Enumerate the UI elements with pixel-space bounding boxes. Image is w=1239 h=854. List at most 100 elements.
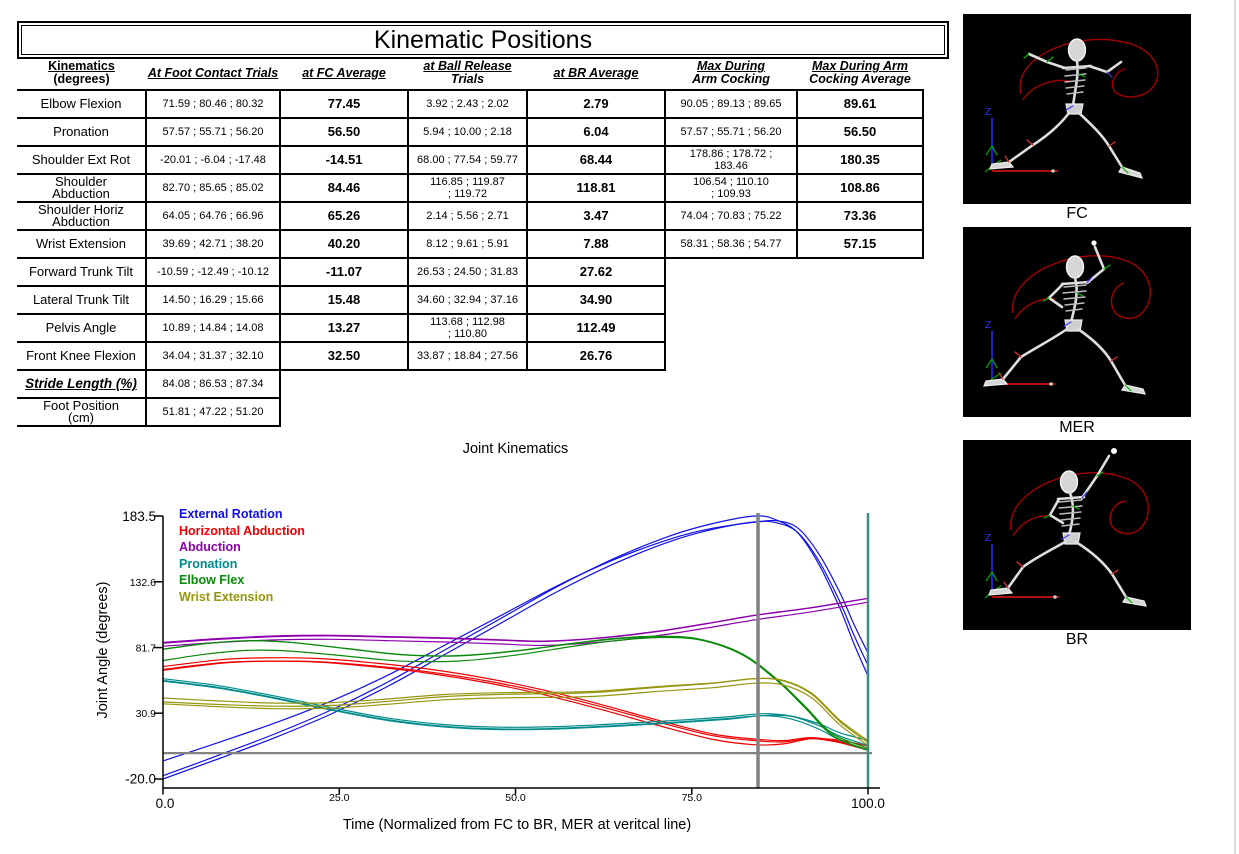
fc-trials-cell: 51.81 ; 47.22 ; 51.20 — [145, 397, 281, 427]
coordinate-axes-icon: Z — [984, 533, 1059, 599]
table-row: Stride Length (%) 84.08 ; 86.53 ; 87.34 — [17, 369, 923, 399]
row-label: Wrist Extension — [17, 229, 147, 259]
x-tick-label: 0.0 — [156, 796, 175, 811]
curve-elbow-flex-trial-3 — [162, 635, 869, 752]
br-trials-cell — [408, 370, 527, 398]
skeleton-figure — [989, 38, 1143, 179]
table-row: Pelvis Angle 10.89 ; 14.84 ; 14.08 13.27 11… — [17, 313, 923, 343]
chart-legend: External Rotation Horizontal Abduction Abd… — [179, 506, 305, 605]
row-label: Pronation — [17, 117, 147, 147]
curve-pronation-trial-2 — [162, 680, 869, 741]
row-label: Lateral Trunk Tilt — [17, 285, 147, 315]
legend-item-abduction: Abduction — [179, 540, 241, 554]
table-title: Kinematic Positions — [21, 25, 945, 55]
column-header-4: at BR Average — [553, 65, 639, 80]
y-tick-label: 81.7 — [136, 643, 157, 655]
ball-trajectory-path — [1010, 471, 1149, 537]
table-row: Pronation 57.57 ; 55.71 ; 56.20 56.50 5.94 … — [17, 117, 924, 147]
max-arm-cocking-trials-cell — [665, 370, 797, 398]
br-trials-cell: 3.92 ; 2.43 ; 2.02 — [407, 89, 528, 119]
legend-item-horizontal-abduction: Horizontal Abduction — [179, 523, 305, 538]
br-average-cell: 6.04 — [526, 117, 666, 147]
row-label: Front Knee Flexion — [17, 341, 147, 371]
fc-trials-cell: 14.50 ; 16.29 ; 15.66 — [145, 285, 281, 315]
y-axis-title: Joint Angle (degrees) — [95, 581, 111, 718]
y-tick-label: -20.0 — [125, 772, 156, 787]
max-arm-cocking-average-cell — [797, 314, 923, 342]
fc-trials-cell: 82.70 ; 85.65 ; 85.02 — [145, 173, 281, 203]
max-arm-cocking-trials-cell — [665, 314, 797, 342]
table-row: Forward Trunk Tilt -10.59 ; -12.49 ; -10.… — [17, 257, 923, 287]
row-label: Shoulder Horiz Abduction — [17, 201, 147, 231]
max-arm-cocking-trials-cell: 178.86 ; 178.72 ; 183.46 — [664, 145, 798, 175]
fc-average-cell: -14.51 — [279, 145, 409, 175]
table-title-box: Kinematic Positions — [17, 21, 949, 59]
fc-average-cell: 77.45 — [279, 89, 409, 119]
legend-item-elbow-flex: Elbow Flex — [179, 573, 245, 587]
curve-pronation-trial-1 — [162, 678, 869, 747]
row-label: Foot Position (cm) — [17, 397, 147, 427]
br-average-cell: 34.90 — [526, 285, 666, 315]
x-tick-label: 25.0 — [329, 792, 350, 804]
fc-average-cell: 32.50 — [279, 341, 409, 371]
page-right-edge — [1234, 0, 1236, 854]
row-label: Pelvis Angle — [17, 313, 147, 343]
table-row: Front Knee Flexion 34.04 ; 31.37 ; 32.10 3… — [17, 341, 923, 371]
max-arm-cocking-average-cell — [797, 342, 923, 370]
br-trials-cell — [408, 398, 527, 426]
max-arm-cocking-trials-cell: 57.57 ; 55.71 ; 56.20 — [664, 117, 798, 147]
br-trials-cell: 8.12 ; 9.61 ; 5.91 — [407, 229, 528, 259]
row-label: Shoulder Ext Rot — [17, 145, 147, 175]
fc-pose-image: Z — [963, 14, 1191, 204]
max-arm-cocking-trials-cell: 58.31 ; 58.36 ; 54.77 — [664, 229, 798, 259]
table-row: Elbow Flexion 71.59 ; 80.46 ; 80.32 77.45 3… — [17, 89, 924, 119]
br-trials-cell: 116.85 ; 119.87 ; 119.72 — [407, 173, 528, 203]
y-tick-label: 132.6 — [130, 577, 156, 589]
column-header-6: Max During Arm Cocking Average — [809, 59, 911, 86]
svg-text:Z: Z — [985, 320, 991, 331]
fc-trials-cell: 71.59 ; 80.46 ; 80.32 — [145, 89, 281, 119]
chart-curves — [162, 515, 869, 780]
br-average-cell: 27.62 — [526, 257, 666, 287]
fc-average-cell: 56.50 — [279, 117, 409, 147]
mer-label: MER — [1059, 419, 1095, 436]
fc-label: FC — [1066, 205, 1088, 222]
br-average-cell: 2.79 — [526, 89, 666, 119]
curve-external-rotation-trial-1 — [162, 520, 869, 780]
ball-trajectory-path — [1019, 38, 1159, 101]
br-average-cell: 3.47 — [526, 201, 666, 231]
skeleton-figure — [983, 240, 1146, 395]
fc-average-cell: 40.20 — [279, 229, 409, 259]
fc-trials-cell: 84.08 ; 86.53 ; 87.34 — [145, 369, 281, 399]
fc-trials-cell: -20.01 ; -6.04 ; -17.48 — [145, 145, 281, 175]
x-tick-label: 50.0 — [505, 792, 526, 804]
max-arm-cocking-trials-cell: 90.05 ; 89.13 ; 89.65 — [664, 89, 798, 119]
chart-tick-labels: 183.5 132.6 81.7 30.9 -20.0 0.0 25.0 50.… — [95, 509, 885, 833]
fc-average-cell: 15.48 — [279, 285, 409, 315]
column-header-0: Kinematics (degrees) — [48, 59, 115, 86]
br-label: BR — [1065, 631, 1089, 648]
coordinate-axes-icon: Z — [984, 320, 1055, 386]
fc-trials-cell: 64.05 ; 64.76 ; 66.96 — [145, 201, 281, 231]
br-trials-cell: 34.60 ; 32.94 ; 37.16 — [407, 285, 528, 315]
curve-wrist-extension-trial-1 — [162, 677, 869, 744]
column-header-1: At Foot Contact Trials — [147, 65, 279, 80]
fc-average-cell — [280, 370, 408, 398]
skeleton-figure — [988, 448, 1147, 607]
table-row: Shoulder Ext Rot -20.01 ; -6.04 ; -17.48-… — [17, 145, 924, 175]
br-average-cell — [527, 398, 665, 426]
table-row: Shoulder Horiz Abduction 64.05 ; 64.76 ; … — [17, 201, 924, 231]
table-row: Lateral Trunk Tilt 14.50 ; 16.29 ; 15.66 1… — [17, 285, 923, 315]
svg-text:Z: Z — [985, 107, 991, 118]
max-arm-cocking-average-cell — [797, 398, 923, 426]
max-arm-cocking-average-cell: 56.50 — [796, 117, 924, 147]
legend-item-pronation: Pronation — [179, 556, 238, 571]
br-trials-cell: 2.14 ; 5.56 ; 2.71 — [407, 201, 528, 231]
curve-wrist-extension-trial-3 — [162, 682, 869, 746]
br-average-cell: 7.88 — [526, 229, 666, 259]
curve-horizontal-abduction-trial-2 — [162, 660, 869, 747]
fc-average-cell — [280, 398, 408, 426]
row-label: Stride Length (%) — [17, 369, 147, 399]
mer-pose-image: Z — [963, 227, 1191, 417]
